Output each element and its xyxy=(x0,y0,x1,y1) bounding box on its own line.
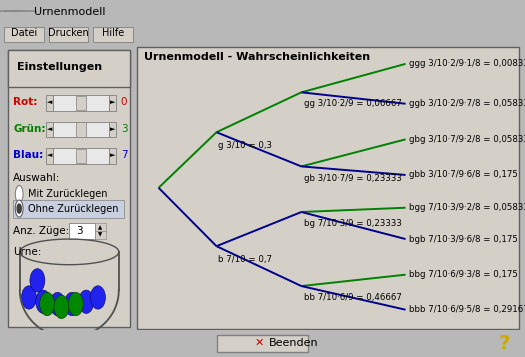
FancyBboxPatch shape xyxy=(96,223,106,231)
Text: 0: 0 xyxy=(121,97,127,107)
FancyBboxPatch shape xyxy=(53,95,109,111)
Text: Drucken: Drucken xyxy=(48,29,89,39)
Text: Mit Zurücklegen: Mit Zurücklegen xyxy=(28,189,108,199)
Text: bgb 7/10·3/9·6/8 = 0,175: bgb 7/10·3/9·6/8 = 0,175 xyxy=(410,235,518,243)
FancyBboxPatch shape xyxy=(8,50,131,87)
Text: Grün:: Grün: xyxy=(13,124,46,134)
Text: ✕: ✕ xyxy=(255,338,264,348)
Circle shape xyxy=(0,11,18,12)
Text: ggg 3/10·2/9·1/8 = 0,00833: ggg 3/10·2/9·1/8 = 0,00833 xyxy=(410,59,525,68)
Text: Urnenmodell: Urnenmodell xyxy=(34,6,106,17)
Text: bg 7/10·3/9 = 0,23333: bg 7/10·3/9 = 0,23333 xyxy=(304,219,402,228)
Text: Blau:: Blau: xyxy=(13,150,44,160)
Text: gbb 3/10·7/9·6/8 = 0,175: gbb 3/10·7/9·6/8 = 0,175 xyxy=(410,170,518,180)
Ellipse shape xyxy=(68,292,83,316)
Text: Beenden: Beenden xyxy=(269,338,319,348)
Text: ►: ► xyxy=(110,152,116,158)
Text: Urne:: Urne: xyxy=(13,247,41,257)
FancyBboxPatch shape xyxy=(109,95,116,111)
Circle shape xyxy=(15,200,23,217)
Text: Auswahl:: Auswahl: xyxy=(13,173,61,183)
Ellipse shape xyxy=(50,292,65,316)
FancyBboxPatch shape xyxy=(69,223,96,239)
FancyBboxPatch shape xyxy=(77,96,86,110)
Circle shape xyxy=(17,204,21,213)
FancyBboxPatch shape xyxy=(49,27,88,42)
FancyBboxPatch shape xyxy=(109,122,116,137)
Ellipse shape xyxy=(40,292,55,316)
Text: ?: ? xyxy=(498,334,510,353)
Ellipse shape xyxy=(90,286,106,309)
Text: g 3/10 = 0,3: g 3/10 = 0,3 xyxy=(218,141,272,150)
Text: gb 3/10·7/9 = 0,23333: gb 3/10·7/9 = 0,23333 xyxy=(304,174,402,182)
FancyBboxPatch shape xyxy=(109,148,116,164)
Text: gg 3/10·2/9 = 0,06667: gg 3/10·2/9 = 0,06667 xyxy=(304,100,402,109)
Text: Anz. Züge:: Anz. Züge: xyxy=(13,226,70,236)
Text: Hilfe: Hilfe xyxy=(102,29,124,39)
Text: ▲: ▲ xyxy=(98,225,103,230)
Text: Rot:: Rot: xyxy=(13,97,38,107)
Text: Urnenmodell - Wahrscheinlichkeiten: Urnenmodell - Wahrscheinlichkeiten xyxy=(144,52,370,62)
FancyBboxPatch shape xyxy=(93,27,133,42)
Circle shape xyxy=(14,11,37,12)
FancyBboxPatch shape xyxy=(53,122,109,137)
Text: 3: 3 xyxy=(121,124,128,134)
FancyBboxPatch shape xyxy=(46,148,53,164)
FancyBboxPatch shape xyxy=(53,148,109,164)
Circle shape xyxy=(4,11,27,12)
Ellipse shape xyxy=(22,286,36,309)
Text: ▼: ▼ xyxy=(98,232,103,237)
Text: bgg 7/10·3/9·2/8 = 0,05833: bgg 7/10·3/9·2/8 = 0,05833 xyxy=(410,203,525,212)
Text: Einstellungen: Einstellungen xyxy=(17,62,102,72)
Text: bbg 7/10·6/9·3/8 = 0,175: bbg 7/10·6/9·3/8 = 0,175 xyxy=(410,270,518,279)
Text: ◄: ◄ xyxy=(47,126,52,132)
FancyBboxPatch shape xyxy=(13,200,124,218)
FancyBboxPatch shape xyxy=(77,149,86,163)
Text: ◄: ◄ xyxy=(47,99,52,105)
Text: bb 7/10·6/9 = 0,46667: bb 7/10·6/9 = 0,46667 xyxy=(304,293,402,302)
Text: ►: ► xyxy=(110,126,116,132)
Ellipse shape xyxy=(30,269,45,292)
Text: ►: ► xyxy=(110,99,116,105)
FancyBboxPatch shape xyxy=(138,47,519,329)
Text: ggb 3/10·2/9·7/8 = 0,05833: ggb 3/10·2/9·7/8 = 0,05833 xyxy=(410,99,525,108)
Ellipse shape xyxy=(36,290,51,313)
Text: gbg 3/10·7/9·2/8 = 0,05833: gbg 3/10·7/9·2/8 = 0,05833 xyxy=(410,135,525,144)
Circle shape xyxy=(15,186,23,202)
Text: Datei: Datei xyxy=(10,29,37,39)
Ellipse shape xyxy=(65,292,79,316)
FancyBboxPatch shape xyxy=(216,335,308,352)
Text: 3: 3 xyxy=(76,226,82,236)
Text: Ohne Zurücklegen: Ohne Zurücklegen xyxy=(28,203,119,213)
Text: b 7/10 = 0,7: b 7/10 = 0,7 xyxy=(218,255,272,264)
FancyBboxPatch shape xyxy=(8,50,131,327)
FancyBboxPatch shape xyxy=(96,231,106,239)
Text: ◄: ◄ xyxy=(47,152,52,158)
FancyBboxPatch shape xyxy=(46,95,53,111)
FancyBboxPatch shape xyxy=(77,122,86,137)
Ellipse shape xyxy=(54,295,69,318)
Ellipse shape xyxy=(79,290,94,313)
FancyBboxPatch shape xyxy=(4,27,44,42)
FancyBboxPatch shape xyxy=(46,122,53,137)
Text: 7: 7 xyxy=(121,150,128,160)
Text: bbb 7/10·6/9·5/8 = 0,29167: bbb 7/10·6/9·5/8 = 0,29167 xyxy=(410,305,525,314)
